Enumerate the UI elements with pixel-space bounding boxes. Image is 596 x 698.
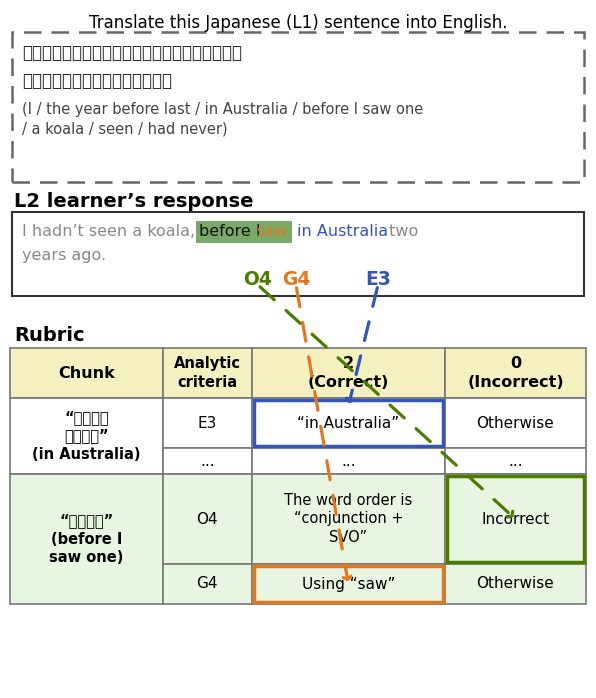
Bar — [163, 348, 252, 398]
Bar — [445, 348, 586, 398]
Text: ...: ... — [200, 454, 215, 468]
Text: コアラを／見た／ことがなかった: コアラを／見た／ことがなかった — [22, 72, 172, 90]
Text: “in Australia”: “in Australia” — [297, 415, 399, 431]
Text: ...: ... — [341, 454, 356, 468]
Bar — [12, 32, 584, 182]
Bar — [252, 448, 445, 474]
Bar — [445, 398, 586, 448]
Text: Incorrect: Incorrect — [482, 512, 550, 526]
Bar — [163, 474, 252, 564]
Bar — [12, 212, 584, 296]
Text: Analytic
criteria: Analytic criteria — [174, 356, 241, 389]
Bar — [252, 564, 445, 604]
Text: saw: saw — [256, 224, 287, 239]
Bar — [445, 448, 586, 474]
Bar — [447, 476, 584, 562]
Bar — [254, 566, 443, 602]
Text: Otherwise: Otherwise — [477, 415, 554, 431]
Text: Translate this Japanese (L1) sentence into English.: Translate this Japanese (L1) sentence in… — [89, 14, 507, 32]
Text: Using “saw”: Using “saw” — [302, 577, 395, 591]
Text: O4: O4 — [244, 270, 272, 289]
Text: O4: O4 — [197, 512, 218, 526]
Text: before I: before I — [199, 224, 266, 239]
Text: L2 learner’s response: L2 learner’s response — [14, 192, 253, 211]
Bar — [254, 400, 443, 446]
Text: two: two — [384, 224, 418, 239]
Text: I hadn’t seen a koala,: I hadn’t seen a koala, — [22, 224, 200, 239]
Text: years ago.: years ago. — [22, 248, 106, 263]
Bar — [163, 448, 252, 474]
Text: 私は／一昨年に／オーストラリアで／見るまで／: 私は／一昨年に／オーストラリアで／見るまで／ — [22, 44, 242, 62]
Bar — [252, 474, 445, 564]
Text: E3: E3 — [365, 270, 391, 289]
Text: in Australia: in Australia — [297, 224, 388, 239]
Text: The word order is
“conjunction +
SVO”: The word order is “conjunction + SVO” — [284, 493, 412, 545]
Text: “オースト
ラリアで”
(in Australia): “オースト ラリアで” (in Australia) — [32, 410, 141, 462]
Text: 2
(Correct): 2 (Correct) — [308, 356, 389, 389]
Bar — [163, 564, 252, 604]
Text: ...: ... — [508, 454, 523, 468]
Text: / a koala / seen / had never): / a koala / seen / had never) — [22, 122, 228, 137]
Bar — [252, 348, 445, 398]
Bar — [10, 348, 163, 398]
Bar — [10, 398, 163, 474]
Text: G4: G4 — [282, 270, 310, 289]
Text: E3: E3 — [198, 415, 217, 431]
Text: “見るまで”
(before I
saw one): “見るまで” (before I saw one) — [49, 513, 123, 565]
Text: Chunk: Chunk — [58, 366, 114, 380]
Bar — [445, 474, 586, 564]
Bar — [445, 564, 586, 604]
Text: G4: G4 — [197, 577, 218, 591]
Text: 0
(Incorrect): 0 (Incorrect) — [467, 356, 564, 389]
Bar — [10, 474, 163, 604]
Text: Otherwise: Otherwise — [477, 577, 554, 591]
Text: (I / the year before last / in Australia / before I saw one: (I / the year before last / in Australia… — [22, 102, 423, 117]
Bar — [252, 398, 445, 448]
Bar — [163, 398, 252, 448]
Text: Rubric: Rubric — [14, 326, 85, 345]
FancyBboxPatch shape — [196, 221, 292, 243]
